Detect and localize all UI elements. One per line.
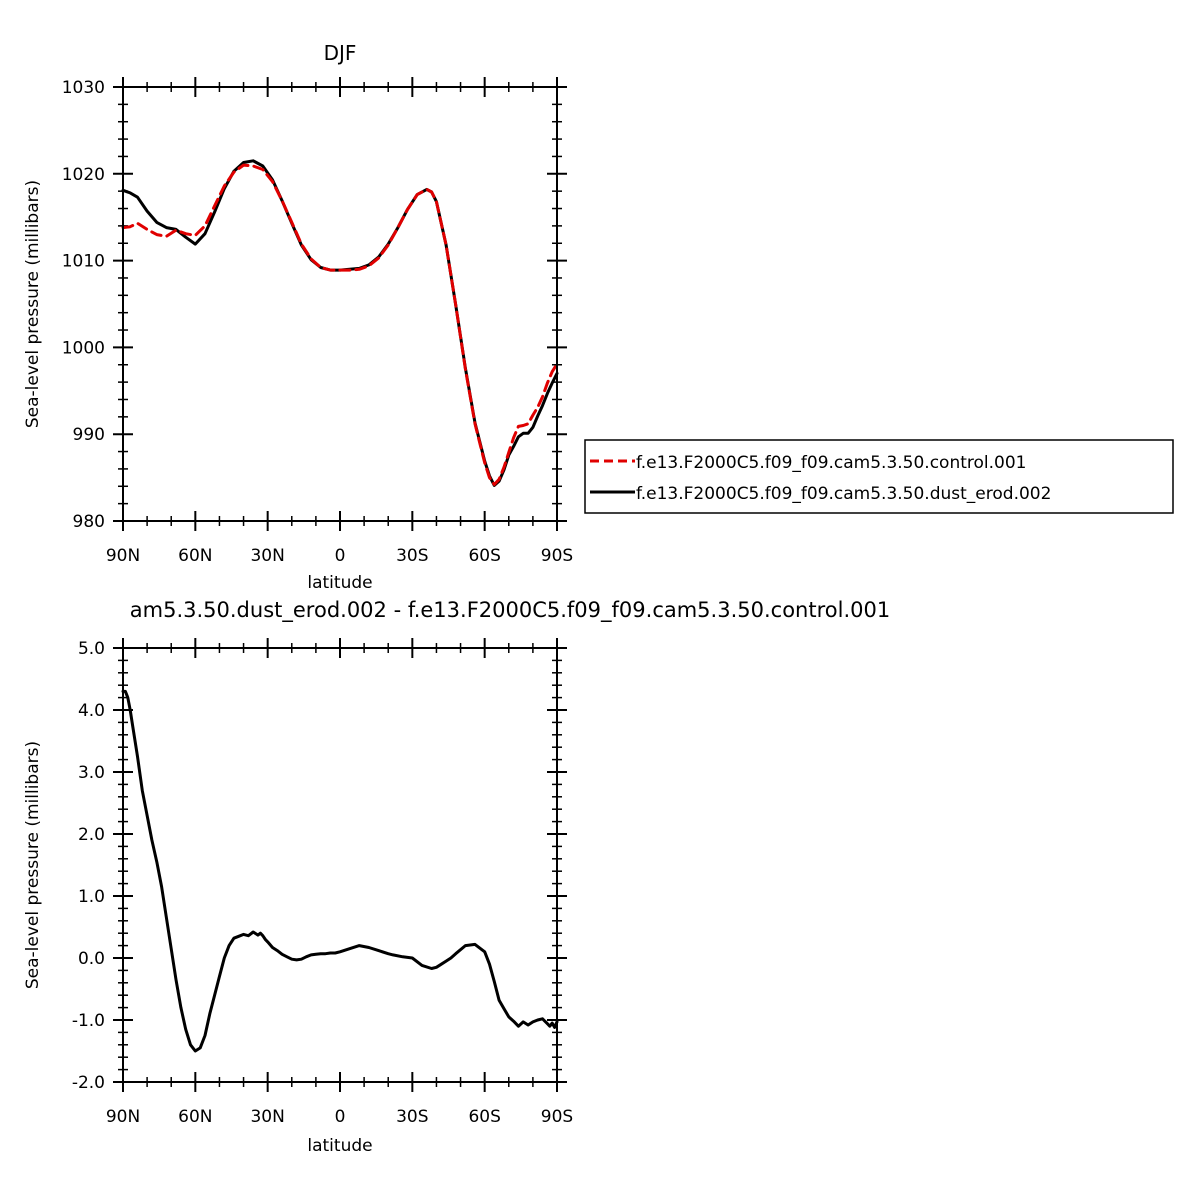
top-y-tick-label: 1030: [62, 78, 105, 98]
top-x-tick-label: 30N: [250, 546, 284, 566]
top-control-series-line: [121, 163, 559, 486]
bottom-axis-ticks: [113, 638, 567, 1092]
bottom-y-axis-label: Sea-level pressure (millibars): [23, 741, 43, 989]
bottom-panel: am5.3.50.dust_erod.002 - f.e13.F2000C5.f…: [23, 598, 890, 1156]
top-chart-title: DJF: [324, 41, 357, 65]
bottom-difference-series-line: [121, 689, 559, 1053]
bottom-x-tick-label: 60N: [178, 1107, 212, 1127]
top-y-tick-label: 1000: [62, 338, 105, 358]
bottom-y-tick-label: 4.0: [78, 701, 105, 721]
top-y-tick-label: 990: [73, 425, 105, 445]
bottom-chart-title: am5.3.50.dust_erod.002 - f.e13.F2000C5.f…: [130, 598, 890, 623]
top-axis-ticks: [113, 77, 567, 531]
bottom-y-tick-label: 2.0: [78, 825, 105, 845]
bottom-y-tick-label: -1.0: [72, 1011, 105, 1031]
top-y-axis-label: Sea-level pressure (millibars): [23, 180, 43, 428]
top-x-tick-label: 60N: [178, 546, 212, 566]
legend-box: [584, 439, 1174, 514]
bottom-x-tick-label: 30S: [396, 1107, 428, 1127]
top-x-tick-label: 30S: [396, 546, 428, 566]
bottom-y-tick-label: 1.0: [78, 887, 105, 907]
bottom-x-tick-label: 90N: [106, 1107, 140, 1127]
top-series-lines: [121, 159, 559, 487]
bottom-series-lines: [121, 689, 559, 1053]
top-y-tick-label: 1020: [62, 165, 105, 185]
legend-label-control: f.e13.F2000C5.f09_f09.cam5.3.50.control.…: [636, 453, 1027, 473]
top-plot-frame: [122, 86, 558, 522]
bottom-x-tick-label: 0: [335, 1107, 346, 1127]
top-dust-erod-series-line: [121, 159, 559, 487]
top-x-tick-label: 90S: [541, 546, 573, 566]
bottom-y-tick-label: 3.0: [78, 763, 105, 783]
bottom-y-tick-label: -2.0: [72, 1073, 105, 1093]
legend: f.e13.F2000C5.f09_f09.cam5.3.50.control.…: [584, 439, 1174, 514]
top-panel: DJF 90N 60N 30N 0 30S 60S 90S 980 990 1000 1010 102…: [23, 41, 573, 593]
top-y-tick-label: 1010: [62, 252, 105, 272]
top-x-tick-label: 0: [335, 546, 346, 566]
bottom-tick-labels: 90N 60N 30N 0 30S 60S 90S -2.0 -1.0 0.0 1.0 2.0 3.0 4…: [72, 639, 573, 1127]
top-tick-labels: 90N 60N 30N 0 30S 60S 90S 980 990 1000 1010 1020 103…: [62, 78, 573, 566]
bottom-x-tick-label: 30N: [250, 1107, 284, 1127]
bottom-y-tick-label: 0.0: [78, 949, 105, 969]
bottom-x-axis-label: latitude: [307, 1136, 372, 1156]
top-y-tick-label: 980: [73, 512, 105, 532]
top-x-tick-label: 60S: [468, 546, 500, 566]
bottom-y-tick-label: 5.0: [78, 639, 105, 659]
bottom-x-tick-label: 60S: [468, 1107, 500, 1127]
top-x-tick-label: 90N: [106, 546, 140, 566]
legend-label-dust: f.e13.F2000C5.f09_f09.cam5.3.50.dust_ero…: [636, 484, 1051, 504]
bottom-x-tick-label: 90S: [541, 1107, 573, 1127]
top-x-axis-label: latitude: [307, 573, 372, 593]
bottom-plot-frame: [122, 647, 558, 1083]
